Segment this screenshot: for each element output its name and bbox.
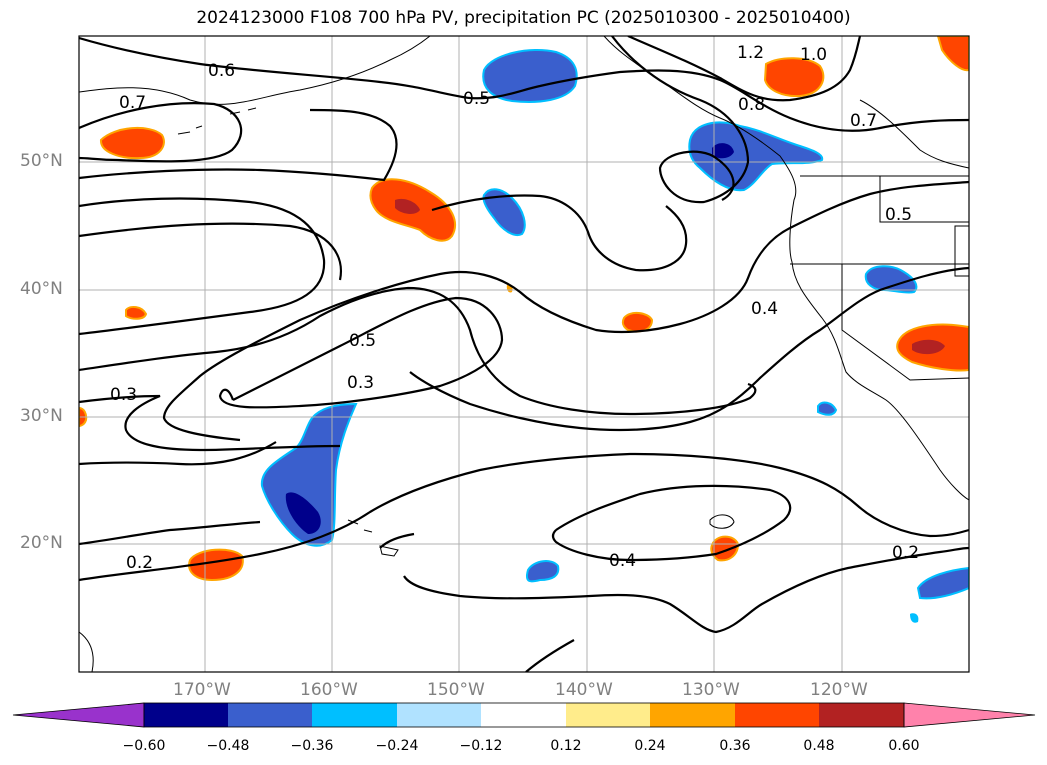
map-title: 2024123000 F108 700 hPa PV, precipitatio… bbox=[196, 8, 851, 28]
lat-label: 50°N bbox=[20, 151, 63, 171]
lat-label: 40°N bbox=[20, 279, 63, 299]
colorbar-cell bbox=[819, 703, 904, 727]
precip-blob bbox=[100, 126, 165, 160]
colorbar-tick-label: 0.60 bbox=[888, 738, 920, 754]
colorbar-tick-label: −0.48 bbox=[206, 738, 250, 754]
colorbar-extend-low bbox=[12, 702, 145, 728]
precip-blob bbox=[864, 265, 918, 294]
precip-blob bbox=[621, 312, 654, 333]
colorbar-cell bbox=[650, 703, 735, 727]
lon-label: 130°W bbox=[682, 680, 740, 700]
precip-blob bbox=[688, 121, 824, 192]
precip-blob bbox=[916, 566, 969, 600]
contour-labels: 0.6 0.7 0.5 1.2 1.0 0.8 0.7 0.5 0.5 0.4 … bbox=[110, 43, 919, 573]
contour-label: 0.2 bbox=[892, 543, 919, 563]
colorbar-tick-label: 0.24 bbox=[634, 738, 666, 754]
precip-blob-core bbox=[395, 198, 420, 214]
contour-label: 0.5 bbox=[349, 331, 376, 351]
precip-blob-core bbox=[285, 492, 321, 534]
contour-label: 1.0 bbox=[800, 45, 827, 65]
lon-label: 170°W bbox=[173, 680, 231, 700]
precip-blob bbox=[910, 613, 919, 623]
contour-label: 0.5 bbox=[463, 89, 490, 109]
contour-label: 0.7 bbox=[850, 111, 877, 131]
precip-blob bbox=[526, 560, 560, 583]
precip-blob bbox=[482, 49, 578, 103]
contour-label: 0.6 bbox=[208, 61, 235, 81]
lon-label: 150°W bbox=[427, 680, 485, 700]
colorbar-cell bbox=[397, 703, 481, 727]
lon-label: 140°W bbox=[555, 680, 613, 700]
precip-positive-areas bbox=[79, 36, 969, 582]
contour-label: 0.5 bbox=[885, 205, 912, 225]
contour-label: 0.7 bbox=[119, 93, 146, 113]
colorbar bbox=[12, 702, 1036, 728]
lon-label: 160°W bbox=[300, 680, 358, 700]
precip-blob bbox=[763, 57, 825, 98]
colorbar-cell bbox=[735, 703, 819, 727]
contour-label: 0.8 bbox=[738, 95, 765, 115]
colorbar-cell bbox=[566, 703, 650, 727]
colorbar-tick-label: 0.48 bbox=[803, 738, 835, 754]
lon-label: 120°W bbox=[810, 680, 868, 700]
colorbar-tick-label: −0.24 bbox=[375, 738, 419, 754]
contour-label: 0.4 bbox=[609, 551, 636, 571]
colorbar-cell bbox=[144, 703, 228, 727]
lat-label: 20°N bbox=[20, 533, 63, 553]
colorbar-cell bbox=[228, 703, 312, 727]
contour-label: 0.3 bbox=[110, 385, 137, 405]
precip-blob bbox=[188, 548, 244, 582]
lat-label: 30°N bbox=[20, 406, 63, 426]
colorbar-tick-label: 0.36 bbox=[719, 738, 751, 754]
pv-contours bbox=[79, 36, 969, 672]
contour-label: 1.2 bbox=[737, 43, 764, 63]
coastlines bbox=[79, 36, 969, 672]
precip-blob bbox=[817, 401, 838, 416]
colorbar-cell bbox=[312, 703, 397, 727]
map-border bbox=[78, 35, 970, 673]
precip-blob bbox=[125, 305, 148, 320]
colorbar-extend-high bbox=[903, 702, 1036, 728]
precip-blob-core bbox=[712, 143, 734, 159]
precip-blob bbox=[482, 188, 526, 236]
precip-blob-core bbox=[912, 339, 945, 355]
contour-label: 0.2 bbox=[126, 553, 153, 573]
colorbar-tick-label: −0.36 bbox=[290, 738, 334, 754]
gridlines bbox=[79, 36, 969, 672]
contour-label: 0.4 bbox=[751, 299, 778, 319]
colorbar-tick-label: 0.12 bbox=[550, 738, 582, 754]
contour-label: 0.3 bbox=[347, 373, 374, 393]
colorbar-tick-label: −0.60 bbox=[122, 738, 166, 754]
colorbar-tick-label: −0.12 bbox=[459, 738, 503, 754]
colorbar-cell bbox=[481, 703, 566, 727]
